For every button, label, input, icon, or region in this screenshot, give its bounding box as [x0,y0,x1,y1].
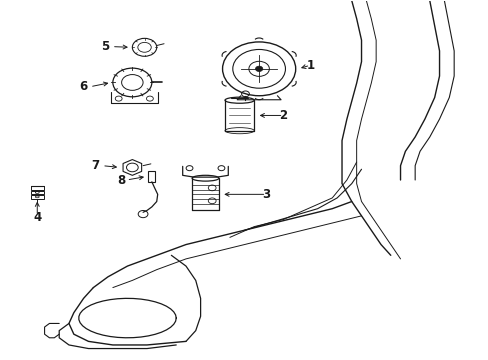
Text: 4: 4 [33,211,41,224]
Text: 8: 8 [117,174,125,186]
Text: 6: 6 [80,80,87,93]
Text: 7: 7 [92,159,100,172]
Bar [31,191,43,194]
Text: 2: 2 [279,109,287,122]
Text: 1: 1 [305,59,314,72]
Bar [31,186,43,190]
Bar [148,171,155,182]
Text: 3: 3 [262,188,270,201]
Circle shape [255,66,262,72]
Text: 5: 5 [101,40,109,53]
Bar [31,195,43,199]
